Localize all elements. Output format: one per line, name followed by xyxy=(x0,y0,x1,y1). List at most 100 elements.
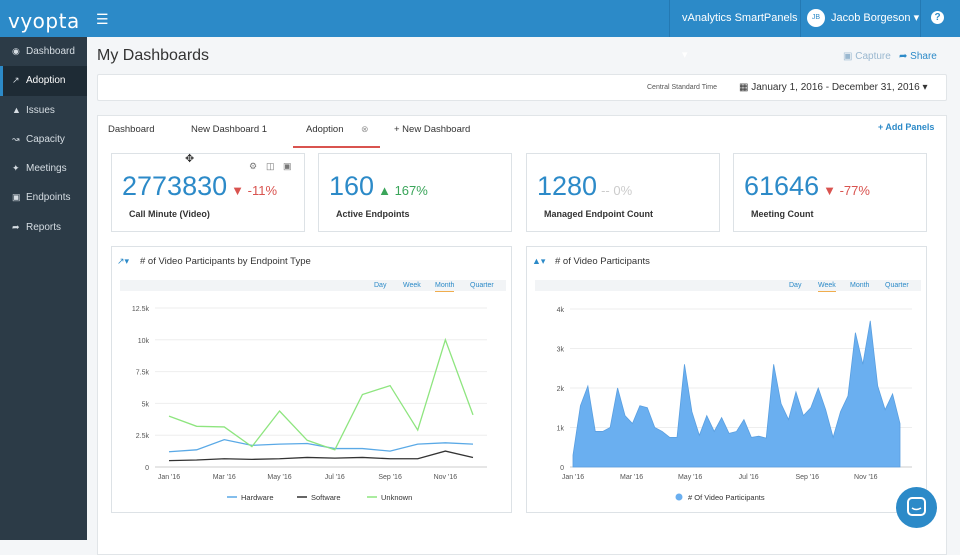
caret-down-icon: ▾ xyxy=(922,82,928,93)
area-chart: 0 1k 2k 3k 4k Jan '16 Mar '16 May '16 Jul '16 Sep… xyxy=(557,307,912,502)
add-panels-button[interactable]: + Add Panels xyxy=(878,122,935,132)
avatar: JB xyxy=(807,9,825,28)
period-quarter[interactable]: Quarter xyxy=(470,282,494,289)
y-tick-label: 12.5k xyxy=(132,306,150,313)
y-tick-label: 5k xyxy=(142,401,150,408)
kpi-number: 61646 xyxy=(744,171,820,201)
y-tick-label: 7.5k xyxy=(136,370,150,377)
product-menu[interactable]: vAnalytics SmartPanels ▾ xyxy=(669,0,800,61)
legend-label: # Of Video Participants xyxy=(688,493,765,502)
series-line-hardware xyxy=(168,438,474,453)
chat-launcher-button[interactable] xyxy=(896,487,937,528)
series-line-unknown xyxy=(168,337,474,451)
sidebar-item-label: Meetings xyxy=(26,163,67,175)
period-month[interactable]: Month xyxy=(850,282,870,289)
people-icon: ✦ xyxy=(12,163,20,174)
line-chart: 0 2.5k 5k 7.5k 10k 12.5k Jan '16 Mar '16 May '16… xyxy=(132,306,487,502)
period-week[interactable]: Week xyxy=(403,282,421,289)
kpi-card-meeting-count[interactable]: 61646 ▼ -77% Meeting Count xyxy=(733,153,927,232)
chart-type-menu-icon[interactable]: ↗▾ xyxy=(117,256,130,266)
tab-dashboard[interactable]: Dashboard xyxy=(108,124,155,135)
period-day[interactable]: Day xyxy=(374,282,387,289)
dashboard-panel: Dashboard New Dashboard 1 Adoption ⊗ + Ne… xyxy=(97,115,947,555)
help-icon: ? xyxy=(931,11,944,24)
endpoint-icon: ▣ xyxy=(12,192,21,203)
sidebar-item-issues[interactable]: ▲ Issues xyxy=(0,96,87,125)
period-selector: Day Week Month Quarter xyxy=(120,280,506,292)
kpi-number: 2773830 xyxy=(122,171,228,201)
share-button[interactable]: ➦ Share xyxy=(899,51,937,62)
line-chart-icon: ↗ xyxy=(12,75,20,86)
period-day[interactable]: Day xyxy=(789,282,802,289)
kpi-label: Managed Endpoint Count xyxy=(544,209,653,219)
y-tick-label: 2k xyxy=(557,386,565,393)
legend-label: Unknown xyxy=(381,493,412,502)
chart-title: # of Video Participants xyxy=(555,256,650,267)
kpi-label: Active Endpoints xyxy=(336,209,410,219)
chart-panel-video-participants: ▲▾ # of Video Participants Day Week Mont… xyxy=(526,246,927,513)
date-bar: Central Standard Time ▦ January 1, 2016 … xyxy=(97,74,947,101)
capture-label: Capture xyxy=(855,51,891,62)
x-tick-label: Jan '16 xyxy=(562,474,584,481)
sidebar-item-endpoints[interactable]: ▣ Endpoints xyxy=(0,183,87,212)
y-tick-label: 1k xyxy=(557,426,565,433)
share-arrow-icon: ➦ xyxy=(899,51,908,62)
sidebar-item-reports[interactable]: ➦ Reports xyxy=(0,213,87,242)
kpi-number: 1280 xyxy=(537,171,598,201)
trash-icon[interactable]: ◫ xyxy=(266,161,275,171)
period-quarter[interactable]: Quarter xyxy=(885,282,909,289)
sidebar-item-meetings[interactable]: ✦ Meetings xyxy=(0,154,87,183)
x-tick-label: Nov '16 xyxy=(434,474,458,481)
y-tick-label: 0 xyxy=(560,465,564,472)
x-tick-label: Jul '16 xyxy=(739,474,759,481)
help-button[interactable]: ? xyxy=(920,0,960,37)
move-icon[interactable]: ✥ xyxy=(185,153,195,165)
kpi-change-value: -11% xyxy=(247,183,278,198)
sidebar-item-label: Endpoints xyxy=(26,192,71,204)
kpi-change: ▲ 167% xyxy=(378,183,428,198)
kpi-value: 160 ▲ 167% xyxy=(329,171,428,202)
share-label: Share xyxy=(910,51,937,62)
capture-button[interactable]: ▣ Capture xyxy=(843,51,891,62)
sidebar-item-label: Adoption xyxy=(26,75,66,87)
camera-icon: ▣ xyxy=(843,51,853,62)
sidebar-item-label: Capacity xyxy=(26,133,65,145)
chart-type-menu-icon[interactable]: ▲▾ xyxy=(532,256,546,266)
sidebar-item-capacity[interactable]: ↝ Capacity xyxy=(0,125,87,154)
top-bar: vyopta ☰ vAnalytics SmartPanels ▾ JB Jaco… xyxy=(0,0,960,61)
down-arrow-icon: ▼ xyxy=(231,183,244,198)
camera-icon[interactable]: ▣ xyxy=(283,161,292,171)
settings-gear-icon[interactable]: ⚙ xyxy=(249,161,258,171)
tab-new-dashboard-1[interactable]: New Dashboard 1 xyxy=(191,124,268,135)
x-tick-label: Mar '16 xyxy=(213,474,236,481)
y-tick-label: 3k xyxy=(557,347,565,354)
date-range-picker[interactable]: ▦ January 1, 2016 - December 31, 2016 ▾ xyxy=(739,82,927,93)
kpi-value: 61646 ▼ -77% xyxy=(744,171,870,202)
sidebar-item-label: Issues xyxy=(26,104,55,116)
vyopta-logo[interactable]: vyopta xyxy=(8,9,80,33)
sidebar-item-dashboard[interactable]: ◉ Dashboard xyxy=(0,37,87,66)
new-dashboard-tab[interactable]: + New Dashboard xyxy=(394,124,471,135)
kpi-card-call-minutes[interactable]: ✥ ⚙ ◫ ▣ 2773830 ▼ -11% Call Minute (Video… xyxy=(111,153,305,232)
share-arrow-icon: ➦ xyxy=(12,221,20,232)
close-icon[interactable]: ⊗ xyxy=(361,124,369,134)
kpi-card-managed-endpoints[interactable]: 1280 -- 0% Managed Endpoint Count xyxy=(526,153,720,232)
user-menu[interactable]: JB Jacob Borgeson ▾ xyxy=(800,0,920,37)
chart-title: # of Video Participants by Endpoint Type xyxy=(140,256,311,267)
sidebar: ◉ Dashboard ↗ Adoption ▲ Issues ↝ Capacity ✦… xyxy=(0,37,87,540)
kpi-card-active-endpoints[interactable]: 160 ▲ 167% Active Endpoints xyxy=(318,153,512,232)
date-range-label: January 1, 2016 - December 31, 2016 xyxy=(751,82,920,93)
period-month[interactable]: Month xyxy=(435,280,455,292)
hamburger-menu-icon[interactable]: ☰ xyxy=(96,11,109,27)
y-tick-label: 4k xyxy=(557,307,565,314)
kpi-label: Meeting Count xyxy=(751,209,814,219)
sidebar-item-adoption[interactable]: ↗ Adoption xyxy=(0,66,87,96)
period-week[interactable]: Week xyxy=(818,280,836,292)
chevron-down-icon: ▾ xyxy=(682,49,688,61)
x-tick-label: Jul '16 xyxy=(325,474,345,481)
warning-icon: ▲ xyxy=(12,104,21,115)
tab-adoption[interactable]: Adoption ⊗ xyxy=(293,124,380,148)
kpi-change-value: 167% xyxy=(394,183,428,198)
user-name: Jacob Borgeson xyxy=(831,12,911,24)
chart-panel-participants-by-type: ↗▾ # of Video Participants by Endpoint T… xyxy=(111,246,512,513)
